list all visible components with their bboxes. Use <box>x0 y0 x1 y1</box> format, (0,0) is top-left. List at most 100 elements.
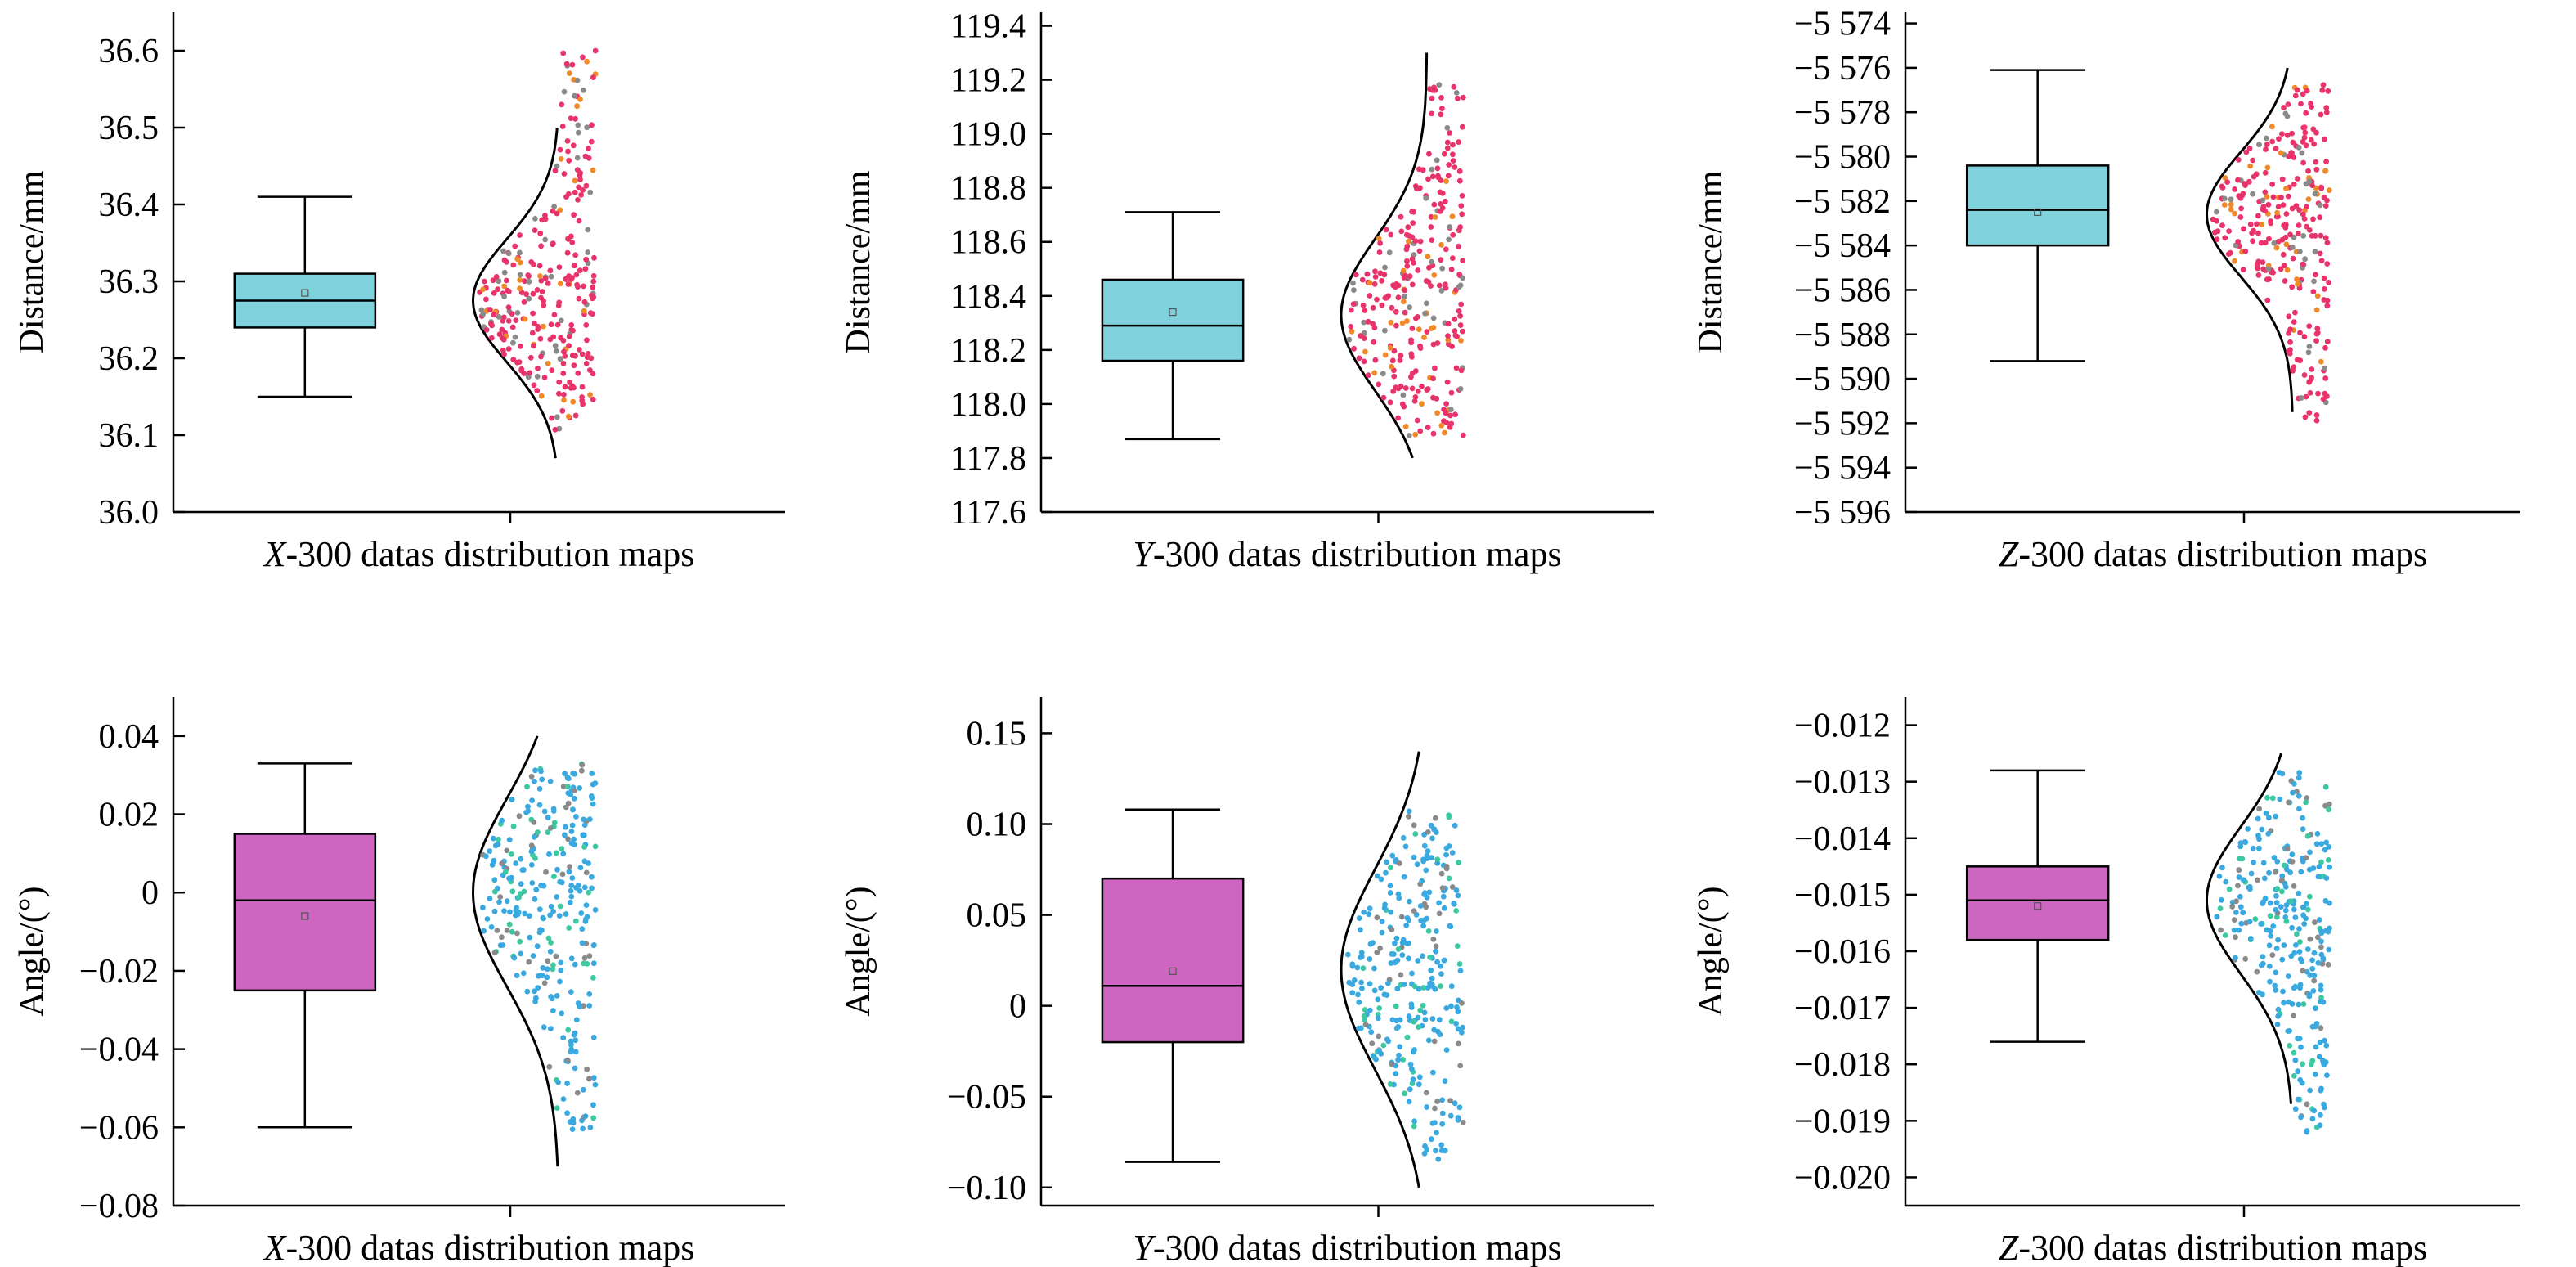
data-point <box>1410 1076 1416 1083</box>
data-point <box>2304 1129 2310 1135</box>
data-point <box>2296 144 2302 151</box>
data-point <box>584 354 590 361</box>
data-point <box>551 874 557 880</box>
data-point <box>2293 942 2299 948</box>
data-point <box>1423 278 1429 284</box>
data-point <box>480 905 486 910</box>
data-point <box>2235 239 2242 245</box>
mean-marker <box>2034 902 2042 910</box>
data-point <box>586 155 592 161</box>
data-point <box>535 323 541 330</box>
data-point <box>529 797 535 803</box>
data-point <box>1405 224 1411 231</box>
data-point <box>1438 1142 1445 1148</box>
data-point <box>2300 912 2307 919</box>
data-point <box>1440 893 1447 900</box>
data-point <box>2309 366 2315 372</box>
data-point <box>578 910 585 916</box>
data-point <box>2255 272 2262 278</box>
data-point <box>524 784 530 790</box>
data-point <box>514 256 521 263</box>
data-point <box>1419 384 1425 389</box>
data-point <box>1450 158 1456 164</box>
data-point <box>2302 256 2309 263</box>
data-point <box>2280 988 2286 995</box>
data-point <box>540 964 546 971</box>
data-point <box>577 887 583 894</box>
data-point <box>1377 240 1383 246</box>
data-point <box>501 351 507 357</box>
data-point <box>2246 919 2253 925</box>
data-point <box>571 384 577 391</box>
data-point <box>1458 367 1465 374</box>
data-point <box>1408 1066 1415 1072</box>
data-point <box>566 191 572 197</box>
data-point <box>2263 811 2269 816</box>
data-point <box>2307 849 2313 856</box>
data-point <box>1447 1112 1454 1119</box>
y-tick-label: 36.1 <box>99 417 159 455</box>
normal-curve <box>2206 753 2292 1104</box>
data-point <box>581 299 588 305</box>
data-point <box>2269 795 2276 802</box>
data-point <box>1381 272 1388 278</box>
data-point <box>583 322 590 328</box>
data-point <box>2301 334 2308 339</box>
data-point <box>1441 905 1447 911</box>
data-point <box>560 1035 567 1041</box>
data-point <box>1447 923 1454 930</box>
data-point <box>2292 92 2299 99</box>
data-point <box>1396 1052 1402 1058</box>
data-point <box>1344 951 1351 958</box>
x-axis-label-text: -300 datas distribution maps <box>1153 534 1562 574</box>
data-point <box>1411 398 1418 404</box>
data-point <box>2312 249 2318 255</box>
data-point <box>2222 932 2228 938</box>
data-point <box>2313 1005 2318 1012</box>
data-point <box>1412 431 1419 438</box>
data-point <box>1428 326 1434 331</box>
data-point <box>2296 207 2303 213</box>
data-point <box>2311 973 2318 979</box>
data-point <box>2260 991 2266 998</box>
data-point <box>482 278 487 285</box>
data-point <box>563 61 570 67</box>
data-point <box>1444 145 1451 151</box>
data-point <box>1435 173 1441 179</box>
data-point <box>572 1037 578 1044</box>
data-point <box>532 896 538 902</box>
data-point <box>592 47 599 54</box>
data-point <box>1432 1105 1438 1112</box>
data-point <box>557 878 563 885</box>
data-point <box>1349 990 1356 996</box>
data-point <box>1400 267 1407 274</box>
data-point <box>2325 88 2331 94</box>
data-point <box>2251 227 2256 234</box>
data-point <box>1371 339 1377 345</box>
data-point <box>1401 982 1407 987</box>
data-point <box>1348 307 1354 313</box>
data-point <box>1433 948 1438 955</box>
data-point <box>510 357 517 362</box>
data-point <box>581 816 586 823</box>
data-point <box>592 843 599 850</box>
data-point <box>2306 227 2313 233</box>
y-tick-label: −5 580 <box>1794 139 1891 177</box>
data-point <box>1431 201 1438 208</box>
normal-curve <box>2205 67 2294 412</box>
data-point <box>2314 934 2321 941</box>
data-point <box>1441 957 1447 964</box>
data-point <box>2229 904 2236 910</box>
data-point <box>574 155 581 161</box>
data-point <box>2302 414 2309 420</box>
data-point <box>1367 956 1373 962</box>
data-point <box>2292 983 2299 990</box>
data-point <box>505 304 512 311</box>
data-point <box>2222 175 2228 181</box>
data-point <box>517 891 523 897</box>
data-point <box>550 962 556 968</box>
data-point <box>509 888 516 895</box>
data-point <box>573 272 580 278</box>
data-point <box>1372 357 1379 363</box>
data-point <box>579 384 586 390</box>
